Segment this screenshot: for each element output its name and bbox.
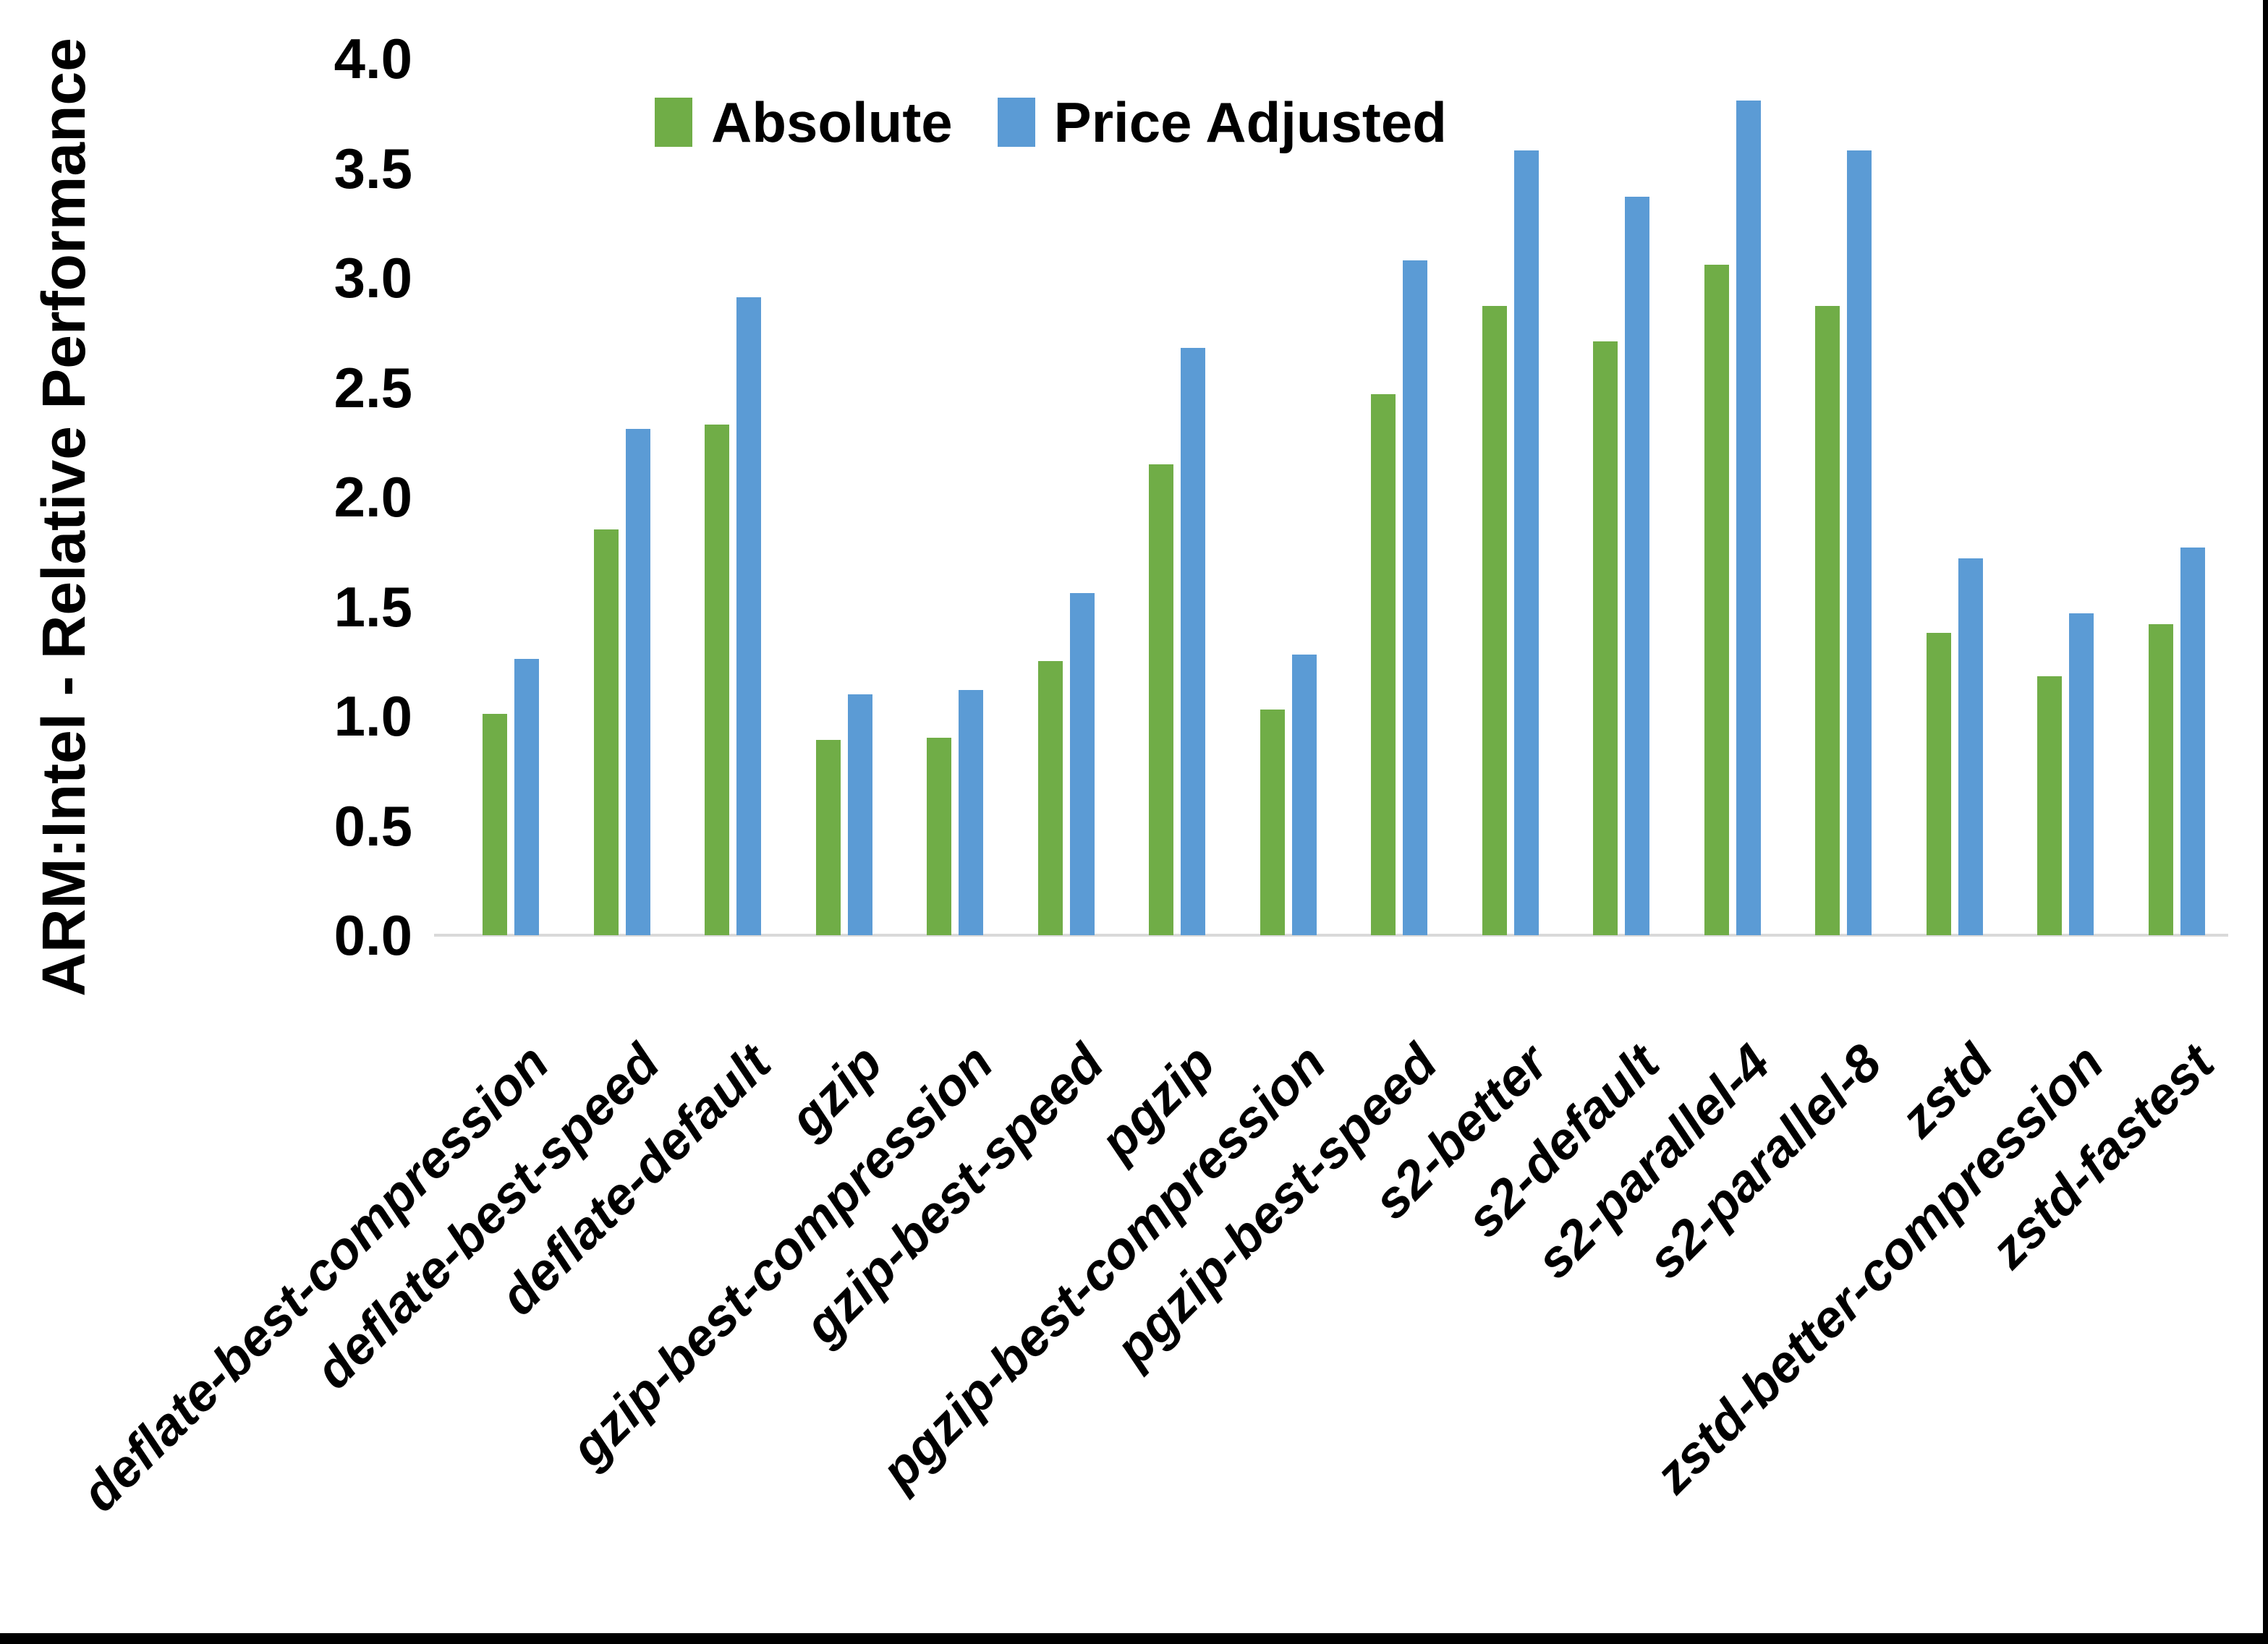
y-axis-tick-label: 1.0 — [334, 684, 412, 748]
legend-label-absolute: Absolute — [711, 90, 953, 154]
bar-price-adjusted-pgzip — [1181, 347, 1205, 935]
bar-price-adjusted-zstd-better-compression — [2069, 613, 2094, 935]
bar-price-adjusted-pgzip-best-compression — [1291, 655, 1317, 935]
y-axis-tick-label: 4.0 — [334, 27, 412, 90]
bar-price-adjusted-s2-better — [1513, 150, 1539, 935]
y-axis-tick-label: 1.5 — [334, 574, 412, 639]
bar-price-adjusted-gzip-best-compression — [959, 689, 983, 935]
y-axis-tick-label: 2.0 — [334, 465, 412, 529]
y-axis-tick-label: 0.0 — [334, 903, 412, 967]
legend-label-price-adjusted: Price Adjusted — [1053, 90, 1447, 154]
y-axis-tick-label: 2.5 — [334, 355, 412, 419]
legend-item-absolute: Absolute — [655, 94, 953, 150]
bar-price-adjusted-s2-parallel-4 — [1736, 100, 1761, 935]
bar-price-adjusted-zstd-fastest — [2180, 547, 2205, 935]
bar-absolute-s2-better — [1482, 306, 1507, 935]
x-axis-label: deflate-best-compression — [70, 1034, 560, 1523]
bar-absolute-zstd-better-compression — [2037, 676, 2062, 935]
bar-price-adjusted-s2-parallel-8 — [1847, 150, 1872, 935]
bar-absolute-zstd — [1926, 632, 1951, 935]
legend-item-price-adjusted: Price Adjusted — [997, 90, 1447, 154]
bar-price-adjusted-gzip-best-speed — [1069, 593, 1095, 935]
bar-absolute-gzip-best-speed — [1037, 661, 1063, 935]
bar-absolute-pgzip — [1149, 464, 1173, 935]
bar-price-adjusted-zstd — [1958, 558, 1983, 935]
bar-price-adjusted-deflate-default — [736, 297, 761, 935]
y-axis-tick-label: 0.5 — [334, 793, 412, 858]
bar-absolute-s2-parallel-8 — [1815, 306, 1840, 935]
bar-absolute-deflate-default — [705, 425, 729, 935]
bar-price-adjusted-s2-default — [1625, 196, 1649, 935]
y-axis-tick-label: 3.0 — [334, 246, 412, 310]
bar-price-adjusted-gzip — [847, 694, 872, 935]
legend-swatch-price-adjusted — [997, 98, 1035, 147]
bar-price-adjusted-deflate-best-speed — [625, 429, 650, 935]
bar-absolute-gzip — [815, 740, 841, 935]
bar-absolute-deflate-best-compression — [483, 713, 507, 935]
bar-absolute-gzip-best-compression — [927, 738, 951, 935]
bar-absolute-s2-default — [1593, 341, 1618, 935]
x-axis-line — [434, 934, 2228, 937]
bar-absolute-pgzip-best-compression — [1260, 709, 1285, 935]
legend: Absolute Price Adjusted — [655, 94, 1447, 150]
bar-absolute-pgzip-best-speed — [1371, 393, 1396, 935]
y-axis-tick-label: 3.5 — [334, 136, 412, 200]
bar-price-adjusted-pgzip-best-speed — [1403, 260, 1427, 935]
bar-absolute-zstd-fastest — [2148, 623, 2173, 935]
legend-swatch-absolute — [655, 98, 692, 147]
bar-absolute-s2-parallel-4 — [1704, 264, 1729, 935]
bar-price-adjusted-deflate-best-compression — [514, 659, 539, 935]
bar-absolute-deflate-best-speed — [593, 529, 619, 935]
